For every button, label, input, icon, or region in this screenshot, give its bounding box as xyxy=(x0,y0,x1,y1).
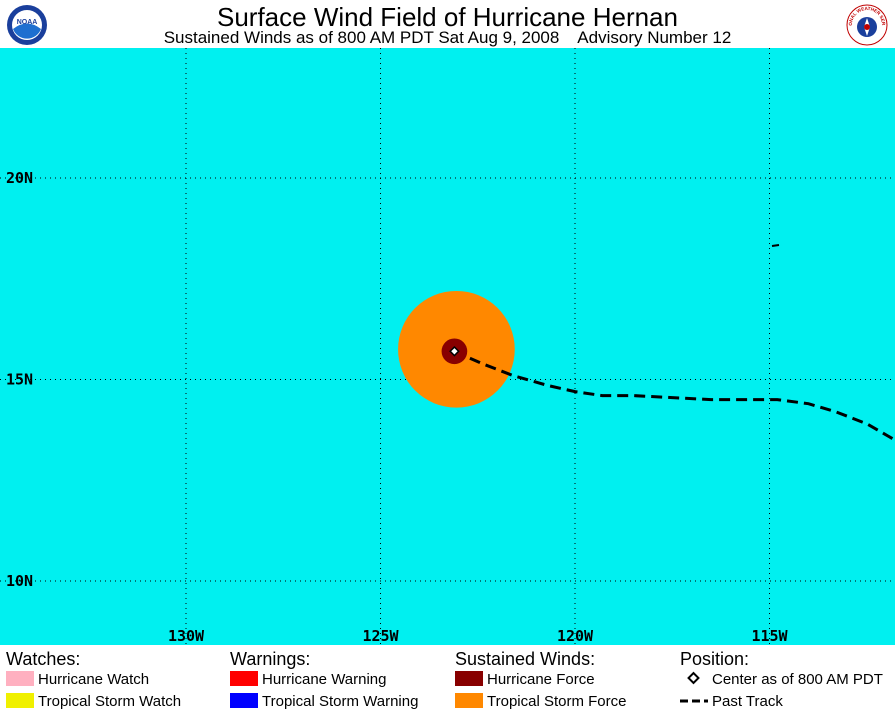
latitude-label: 10N xyxy=(6,572,33,590)
legend-center: Center as of 800 AM PDT xyxy=(680,671,883,689)
map-area: 20N 15N 10N 130W 125W 120W 115W xyxy=(0,48,895,645)
legend-tropical-storm-force: Tropical Storm Force xyxy=(455,693,626,711)
legend: Watches: Hurricane Watch Tropical Storm … xyxy=(0,645,895,716)
tropical-storm-watch-swatch xyxy=(6,693,34,708)
legend-warnings-heading: Warnings: xyxy=(230,649,311,669)
page-title: Surface Wind Field of Hurricane Hernan xyxy=(217,2,678,32)
tropical-storm-force-swatch xyxy=(455,693,483,708)
tropical-storm-warning-label: Tropical Storm Warning xyxy=(262,693,419,710)
storm-center-marker xyxy=(449,345,460,357)
legend-winds-heading: Sustained Winds: xyxy=(455,649,596,669)
legend-hurricane-warning: Hurricane Warning xyxy=(230,671,387,689)
past-track-label: Past Track xyxy=(712,693,783,710)
center-label: Center as of 800 AM PDT xyxy=(712,671,883,688)
center-diamond-icon xyxy=(687,671,700,685)
hurricane-force-swatch xyxy=(455,671,483,686)
longitude-label: 120W xyxy=(557,627,594,645)
hurricane-warning-swatch xyxy=(230,671,258,686)
legend-tropical-storm-watch: Tropical Storm Watch xyxy=(6,693,181,711)
svg-text:NOAA: NOAA xyxy=(17,19,38,26)
map-svg: 20N 15N 10N 130W 125W 120W 115W xyxy=(0,48,895,645)
tropical-storm-force-label: Tropical Storm Force xyxy=(487,693,627,710)
dashed-line-icon xyxy=(680,699,708,703)
page-subtitle: Sustained Winds as of 800 AM PDT Sat Aug… xyxy=(163,28,732,47)
tropical-storm-warning-swatch xyxy=(230,693,258,708)
longitude-label: 125W xyxy=(362,627,399,645)
latitude-labels: 20N 15N 10N xyxy=(6,169,33,590)
hurricane-watch-label: Hurricane Watch xyxy=(38,671,150,688)
latitude-label: 20N xyxy=(6,169,33,187)
header: NOAA Surface Wind Field of Hurricane Her… xyxy=(0,0,895,48)
island-mark xyxy=(771,244,780,247)
legend-hurricane-watch: Hurricane Watch xyxy=(6,671,149,689)
legend-watches-heading: Watches: xyxy=(6,649,81,669)
longitude-labels: 130W 125W 120W 115W xyxy=(168,627,789,645)
nws-logo: NATIONAL WEATHER SERVICE xyxy=(844,0,888,46)
longitude-label: 130W xyxy=(168,627,205,645)
latitude-label: 15N xyxy=(6,371,33,389)
legend-hurricane-force: Hurricane Force xyxy=(455,671,595,689)
legend-past-track: Past Track xyxy=(680,693,783,711)
hurricane-watch-swatch xyxy=(6,671,34,686)
past-track-line xyxy=(453,349,895,442)
graticule xyxy=(0,48,895,645)
hurricane-force-label: Hurricane Force xyxy=(487,671,595,688)
legend-tropical-storm-warning: Tropical Storm Warning xyxy=(230,693,418,711)
hurricane-warning-label: Hurricane Warning xyxy=(262,671,387,688)
tropical-storm-watch-label: Tropical Storm Watch xyxy=(38,693,182,710)
noaa-logo: NOAA xyxy=(6,4,48,46)
legend-position-heading: Position: xyxy=(680,649,750,669)
longitude-label: 115W xyxy=(751,627,788,645)
